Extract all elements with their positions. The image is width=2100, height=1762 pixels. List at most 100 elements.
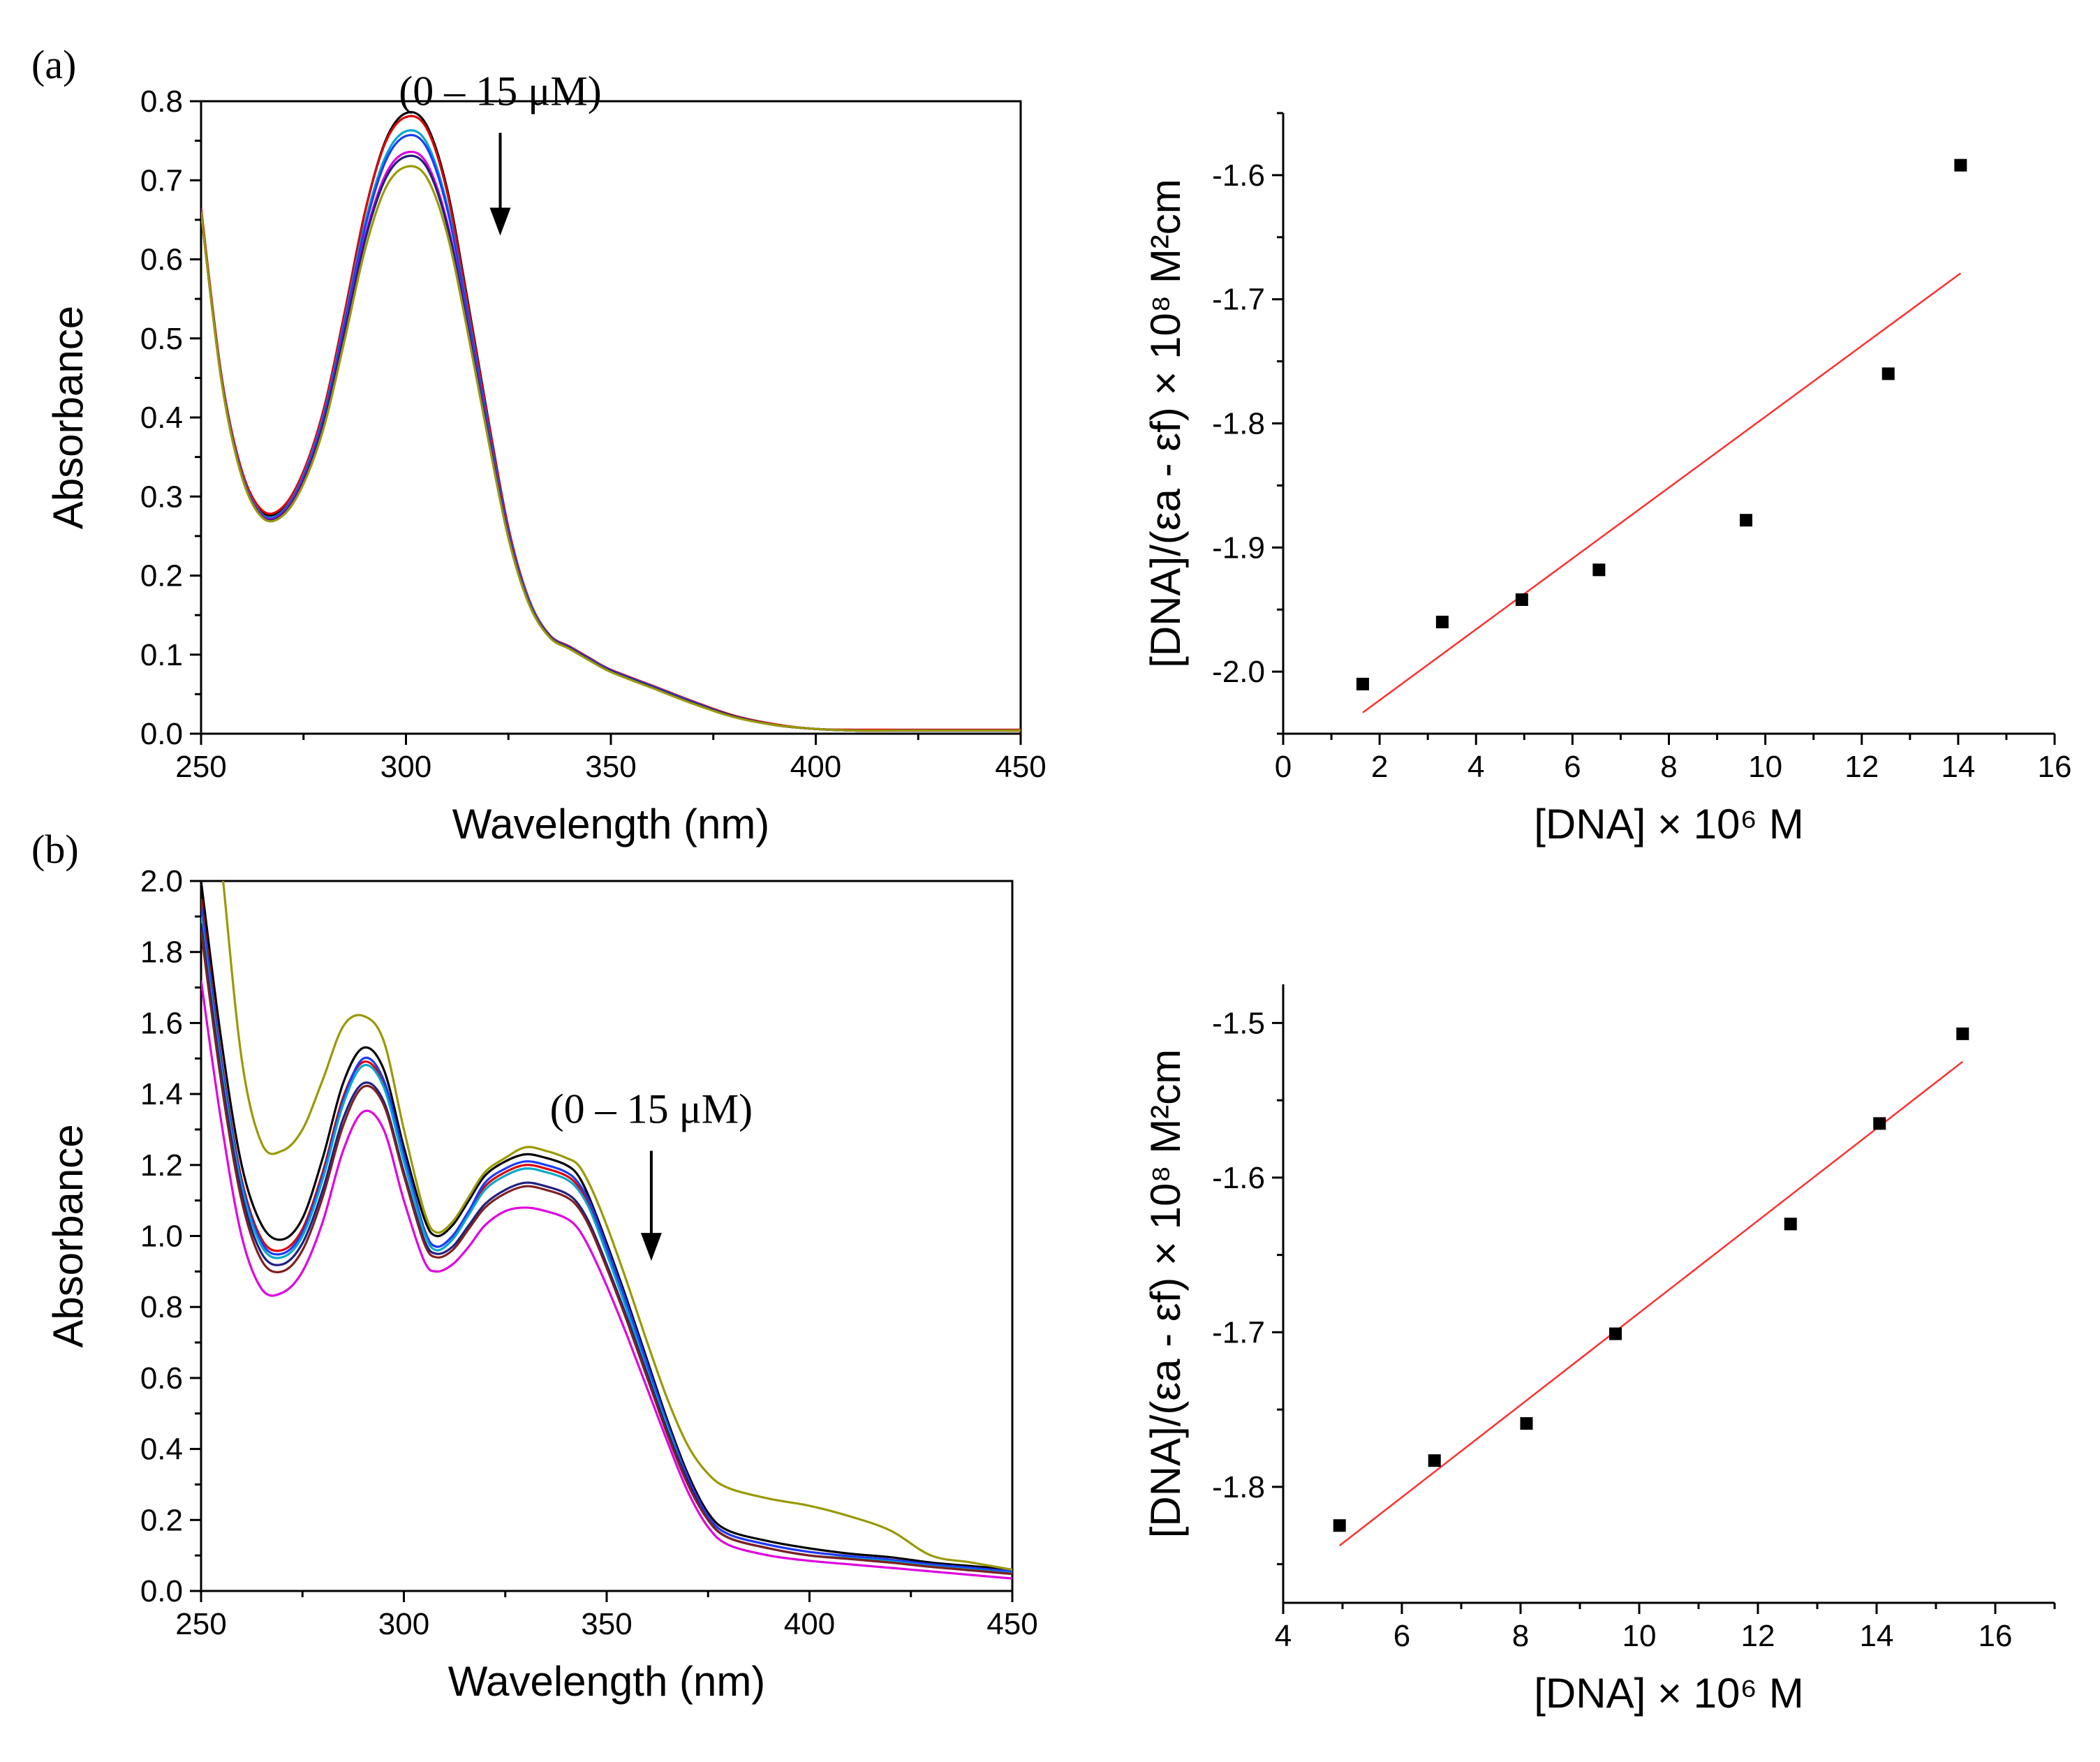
concentration-annotation: (0 – 15 μM): [399, 68, 601, 114]
data-point: [1954, 158, 1967, 172]
y-tick-label: -1.6: [1212, 1161, 1265, 1195]
linear-fit-line: [1338, 1060, 1964, 1547]
x-tick-label: 0: [1275, 750, 1292, 784]
y-tick-label: 1.8: [140, 935, 183, 970]
y-tick-label: -1.8: [1212, 407, 1265, 441]
y-tick-label: 0.8: [140, 1290, 183, 1324]
x-tick-label: 6: [1564, 750, 1581, 784]
data-point: [1435, 615, 1449, 628]
y-tick-label: -1.8: [1212, 1470, 1265, 1504]
x-tick-label: 350: [581, 1607, 632, 1641]
y-axis-label: [DNA]/(εa - εf) × 10⁸ M²cm: [1142, 1049, 1189, 1539]
x-tick-label: 14: [1941, 750, 1975, 784]
x-tick-label: 4: [1275, 1619, 1292, 1653]
y-tick-label: -1.5: [1212, 1006, 1265, 1040]
x-tick-label: 8: [1660, 750, 1677, 784]
x-axis-label: [DNA] × 10⁶ M: [1534, 801, 1803, 847]
x-tick-label: 16: [1979, 1619, 2013, 1653]
series-line-blue: [201, 133, 1021, 732]
data-point: [1740, 514, 1752, 527]
data-point: [1881, 367, 1895, 380]
y-axis-label: [DNA]/(εa - εf) × 10⁸ M²cm: [1142, 179, 1189, 668]
series-group: [201, 881, 1012, 1580]
x-tick-label: 450: [986, 1607, 1037, 1641]
x-tick-label: 10: [1748, 750, 1782, 784]
decrease-arrow-head: [489, 207, 511, 236]
x-tick-label: 6: [1393, 1619, 1410, 1653]
series-line-magenta: [201, 980, 1012, 1580]
y-axis-label: Absorbance: [45, 306, 91, 529]
y-tick-label: 0.6: [140, 1361, 183, 1395]
y-tick-label: 0.2: [140, 1503, 183, 1537]
y-tick-label: -1.9: [1212, 531, 1265, 565]
y-tick-label: 1.6: [140, 1006, 183, 1040]
x-tick-label: 450: [995, 750, 1046, 784]
data-point: [1333, 1519, 1346, 1532]
x-tick-label: 400: [790, 750, 841, 784]
y-tick-label: 0.2: [140, 559, 183, 593]
y-tick-label: -2.0: [1212, 655, 1265, 689]
data-point: [1515, 593, 1528, 606]
x-tick-label: 300: [380, 750, 431, 784]
series-line-red: [201, 898, 1012, 1573]
x-tick-label: 10: [1622, 1619, 1657, 1653]
y-tick-label: 0.0: [140, 1574, 183, 1608]
linear-fit-line: [1362, 272, 1962, 713]
series-line-navy: [201, 154, 1021, 732]
data-point: [1356, 677, 1369, 690]
series-group: [201, 110, 1021, 732]
y-tick-label: 1.4: [140, 1077, 183, 1111]
series-line-olive: [201, 165, 1021, 732]
x-tick-label: 12: [1844, 750, 1879, 784]
chart-b-left-spectra: 250 300 350 400 450 0.0 0.2 0.4 0.6 0.8 1.0 1.2 1.4 1…: [45, 864, 1038, 1705]
data-point: [1784, 1217, 1797, 1231]
y-tick-label: -1.6: [1212, 158, 1265, 193]
series-line-olive: [222, 881, 1012, 1571]
x-tick-label: 400: [784, 1607, 835, 1641]
y-tick-label: 2.0: [140, 864, 183, 898]
y-tick-label: -1.7: [1212, 1315, 1265, 1349]
y-axis-label: Absorbance: [45, 1124, 91, 1347]
x-tick-label: 2: [1371, 750, 1388, 784]
x-axis-label: Wavelength (nm): [452, 801, 770, 847]
y-tick-label: 0.8: [140, 84, 183, 119]
y-tick-label: 0.4: [140, 401, 183, 435]
data-point: [1520, 1417, 1533, 1430]
y-tick-label: 0.4: [140, 1432, 183, 1467]
concentration-annotation: (0 – 15 μM): [550, 1086, 753, 1132]
x-tick-label: 4: [1467, 750, 1484, 784]
x-tick-label: 300: [378, 1607, 429, 1641]
y-tick-label: 0.1: [140, 638, 183, 672]
x-axis-label: Wavelength (nm): [448, 1658, 766, 1705]
y-tick-label: 1.2: [140, 1148, 183, 1183]
data-point: [1956, 1027, 1969, 1040]
y-tick-label: 0.3: [140, 480, 183, 514]
panel-label-b: (b): [31, 827, 79, 872]
series-line-blue: [201, 905, 1012, 1573]
y-tick-label: 0.5: [140, 322, 183, 356]
x-tick-label: 250: [175, 1607, 226, 1641]
x-tick-label: 350: [585, 750, 636, 784]
y-tick-label: 0.6: [140, 243, 183, 277]
x-tick-label: 14: [1860, 1619, 1894, 1653]
chart-a-right-binding-plot: 0 2 4 6 8 10 12 14 16 -2.0 -1.9 -1.8 -1.7 -1.6 [DNA] ×…: [1142, 112, 2072, 847]
x-tick-label: 250: [175, 750, 226, 784]
series-line-brown: [201, 930, 1012, 1576]
series-line-magenta: [201, 150, 1021, 732]
series-line-black: [201, 881, 1012, 1571]
x-axis-label: [DNA] × 10⁶ M: [1534, 1670, 1803, 1717]
x-tick-label: 8: [1512, 1619, 1529, 1653]
y-tick-label: 0.0: [140, 717, 183, 751]
x-tick-label: 16: [2038, 750, 2072, 784]
data-point: [1592, 563, 1606, 577]
y-tick-label: -1.7: [1212, 283, 1265, 317]
data-point: [1428, 1454, 1441, 1467]
data-point: [1873, 1117, 1886, 1130]
x-tick-label: 12: [1741, 1619, 1775, 1653]
plot-frame: [200, 880, 1014, 1592]
panel-label-a: (a): [31, 42, 76, 87]
y-tick-label: 1.0: [140, 1220, 183, 1254]
chart-b-right-binding-plot: 4 6 8 10 12 14 16 -1.8 -1.7 -1.6 -1.5 [DNA] × 10⁶ M…: [1142, 984, 2056, 1717]
decrease-arrow-head: [640, 1233, 662, 1261]
